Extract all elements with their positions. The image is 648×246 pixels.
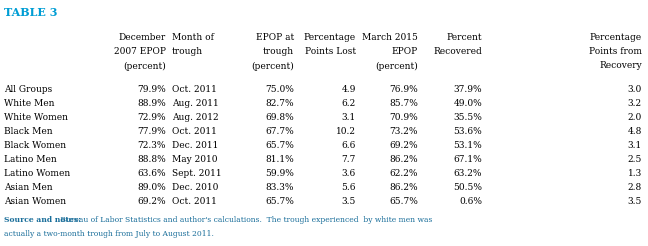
Text: 49.0%: 49.0% xyxy=(453,98,482,108)
Text: 69.2%: 69.2% xyxy=(389,140,418,150)
Text: 53.1%: 53.1% xyxy=(453,140,482,150)
Text: 2007 EPOP: 2007 EPOP xyxy=(114,47,166,57)
Text: 77.9%: 77.9% xyxy=(137,126,166,136)
Text: 62.2%: 62.2% xyxy=(389,169,418,178)
Text: White Women: White Women xyxy=(4,112,68,122)
Text: Percent: Percent xyxy=(446,33,482,43)
Text: 72.3%: 72.3% xyxy=(137,140,166,150)
Text: 69.8%: 69.8% xyxy=(265,112,294,122)
Text: 3.1: 3.1 xyxy=(341,112,356,122)
Text: 2.0: 2.0 xyxy=(628,112,642,122)
Text: Aug. 2012: Aug. 2012 xyxy=(172,112,218,122)
Text: 2.8: 2.8 xyxy=(628,183,642,191)
Text: 37.9%: 37.9% xyxy=(454,84,482,93)
Text: Dec. 2010: Dec. 2010 xyxy=(172,183,218,191)
Text: 88.8%: 88.8% xyxy=(137,154,166,164)
Text: 3.5: 3.5 xyxy=(341,197,356,205)
Text: actually a two-month trough from July to August 2011.: actually a two-month trough from July to… xyxy=(4,230,214,238)
Text: 89.0%: 89.0% xyxy=(137,183,166,191)
Text: 69.2%: 69.2% xyxy=(137,197,166,205)
Text: 3.5: 3.5 xyxy=(628,197,642,205)
Text: Asian Men: Asian Men xyxy=(4,183,52,191)
Text: 50.5%: 50.5% xyxy=(453,183,482,191)
Text: TABLE 3: TABLE 3 xyxy=(4,6,58,17)
Text: 6.2: 6.2 xyxy=(341,98,356,108)
Text: 35.5%: 35.5% xyxy=(453,112,482,122)
Text: 3.2: 3.2 xyxy=(628,98,642,108)
Text: 82.7%: 82.7% xyxy=(266,98,294,108)
Text: White Men: White Men xyxy=(4,98,54,108)
Text: All Groups: All Groups xyxy=(4,84,52,93)
Text: 70.9%: 70.9% xyxy=(389,112,418,122)
Text: March 2015: March 2015 xyxy=(362,33,418,43)
Text: trough: trough xyxy=(263,47,294,57)
Text: 79.9%: 79.9% xyxy=(137,84,166,93)
Text: Dec. 2011: Dec. 2011 xyxy=(172,140,218,150)
Text: 63.6%: 63.6% xyxy=(137,169,166,178)
Text: Latino Men: Latino Men xyxy=(4,154,57,164)
Text: 85.7%: 85.7% xyxy=(389,98,418,108)
Text: 3.6: 3.6 xyxy=(341,169,356,178)
Text: Points Lost: Points Lost xyxy=(305,47,356,57)
Text: Oct. 2011: Oct. 2011 xyxy=(172,126,217,136)
Text: (percent): (percent) xyxy=(251,62,294,71)
Text: 3.0: 3.0 xyxy=(628,84,642,93)
Text: 7.7: 7.7 xyxy=(341,154,356,164)
Text: (percent): (percent) xyxy=(123,62,166,71)
Text: 67.7%: 67.7% xyxy=(265,126,294,136)
Text: 76.9%: 76.9% xyxy=(389,84,418,93)
Text: 67.1%: 67.1% xyxy=(453,154,482,164)
Text: 63.2%: 63.2% xyxy=(454,169,482,178)
Text: 72.9%: 72.9% xyxy=(137,112,166,122)
Text: Percentage: Percentage xyxy=(304,33,356,43)
Text: Source and notes:: Source and notes: xyxy=(4,216,81,224)
Text: 3.1: 3.1 xyxy=(628,140,642,150)
Text: 88.9%: 88.9% xyxy=(137,98,166,108)
Text: 83.3%: 83.3% xyxy=(266,183,294,191)
Text: 0.6%: 0.6% xyxy=(459,197,482,205)
Text: EPOP: EPOP xyxy=(392,47,418,57)
Text: Prime-Age EPOP Ratios by Race/Ethnicity and Sex (12-month Moving Average): Prime-Age EPOP Ratios by Race/Ethnicity … xyxy=(4,19,461,28)
Text: trough: trough xyxy=(172,47,203,57)
Text: 1.3: 1.3 xyxy=(628,169,642,178)
Text: 86.2%: 86.2% xyxy=(389,183,418,191)
Text: 65.7%: 65.7% xyxy=(389,197,418,205)
Text: May 2010: May 2010 xyxy=(172,154,218,164)
Text: Month of: Month of xyxy=(172,33,214,43)
Text: 73.2%: 73.2% xyxy=(389,126,418,136)
Text: 4.9: 4.9 xyxy=(341,84,356,93)
Text: 5.6: 5.6 xyxy=(341,183,356,191)
Text: Recovered: Recovered xyxy=(434,47,482,57)
Text: EPOP at: EPOP at xyxy=(256,33,294,43)
Text: 53.6%: 53.6% xyxy=(453,126,482,136)
Text: 59.9%: 59.9% xyxy=(265,169,294,178)
Text: Sept. 2011: Sept. 2011 xyxy=(172,169,222,178)
Text: Bureau of Labor Statistics and author's calculations.  The trough experienced  b: Bureau of Labor Statistics and author's … xyxy=(58,216,433,224)
Text: Oct. 2011: Oct. 2011 xyxy=(172,197,217,205)
Text: Asian Women: Asian Women xyxy=(4,197,66,205)
Text: 86.2%: 86.2% xyxy=(389,154,418,164)
Text: 65.7%: 65.7% xyxy=(265,140,294,150)
Text: Black Women: Black Women xyxy=(4,140,66,150)
Text: Latino Women: Latino Women xyxy=(4,169,70,178)
Text: December: December xyxy=(119,33,166,43)
Text: 4.8: 4.8 xyxy=(628,126,642,136)
Text: 10.2: 10.2 xyxy=(336,126,356,136)
Text: 81.1%: 81.1% xyxy=(265,154,294,164)
Text: Black Men: Black Men xyxy=(4,126,52,136)
Text: Percentage: Percentage xyxy=(590,33,642,43)
Text: 65.7%: 65.7% xyxy=(265,197,294,205)
Text: Points from: Points from xyxy=(589,47,642,57)
Text: (percent): (percent) xyxy=(375,62,418,71)
Text: Aug. 2011: Aug. 2011 xyxy=(172,98,219,108)
Text: 6.6: 6.6 xyxy=(341,140,356,150)
Text: 2.5: 2.5 xyxy=(628,154,642,164)
Text: Recovery: Recovery xyxy=(599,62,642,71)
Text: 75.0%: 75.0% xyxy=(265,84,294,93)
Text: Oct. 2011: Oct. 2011 xyxy=(172,84,217,93)
